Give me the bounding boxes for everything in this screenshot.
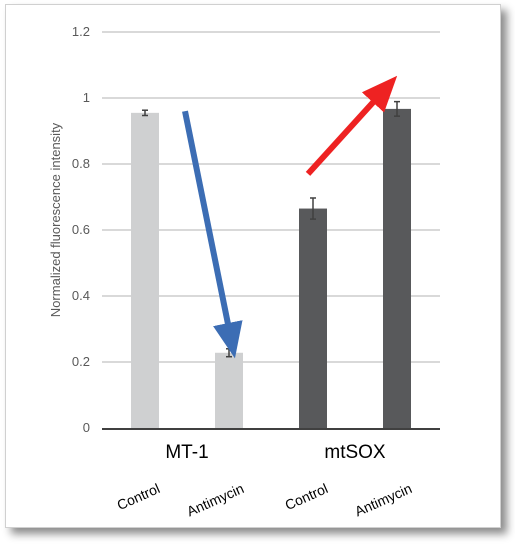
y-axis-ticks: 0 0.2 0.4 0.6 0.8 1 1.2 bbox=[72, 24, 90, 435]
y-tick-label: 0 bbox=[83, 420, 90, 435]
y-axis-label: Normalized fluorescence intensity bbox=[48, 122, 63, 317]
error-bar bbox=[310, 197, 316, 220]
y-tick-label: 0.6 bbox=[72, 222, 90, 237]
category-label: Control bbox=[114, 480, 162, 513]
y-tick-label: 1 bbox=[83, 90, 90, 105]
bars bbox=[131, 108, 411, 428]
category-label: Control bbox=[282, 480, 330, 513]
y-tick-label: 0.4 bbox=[72, 288, 90, 303]
group-label: MT-1 bbox=[165, 442, 208, 463]
error-bar bbox=[142, 109, 148, 117]
category-labels: Control Antimycin Control Antimycin bbox=[114, 480, 414, 519]
figure-frame bbox=[5, 4, 501, 528]
category-label: Antimycin bbox=[184, 480, 246, 519]
y-tick-label: 0.2 bbox=[72, 354, 90, 369]
increase-arrow bbox=[305, 75, 398, 176]
y-tick-label: 1.2 bbox=[72, 24, 90, 39]
trend-arrows bbox=[182, 75, 398, 359]
y-tick-label: 0.8 bbox=[72, 156, 90, 171]
bar bbox=[299, 208, 327, 428]
decrease-arrow bbox=[182, 110, 243, 359]
bar bbox=[215, 352, 243, 428]
bar bbox=[131, 112, 159, 428]
category-label: Antimycin bbox=[352, 480, 414, 519]
group-label: mtSOX bbox=[324, 442, 386, 463]
bar bbox=[383, 108, 411, 428]
group-labels: MT-1 mtSOX bbox=[165, 442, 386, 463]
